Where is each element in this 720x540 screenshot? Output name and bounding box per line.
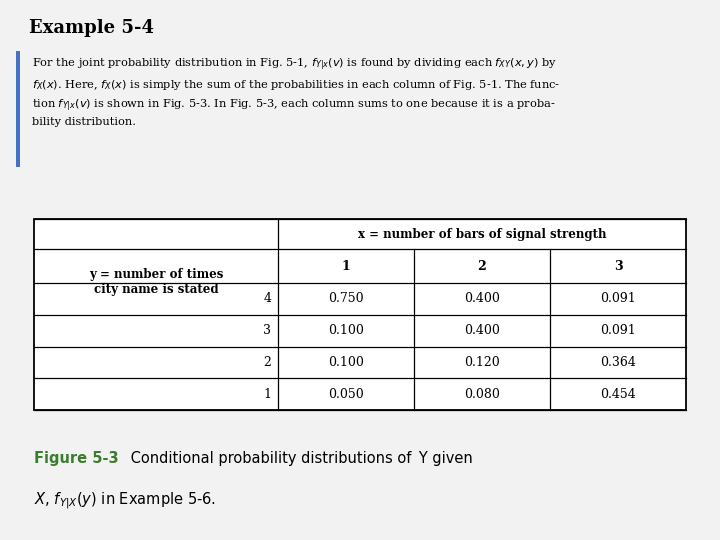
- Text: Conditional probability distributions of  Y given: Conditional probability distributions of…: [126, 451, 473, 466]
- FancyBboxPatch shape: [34, 219, 686, 410]
- Text: 2: 2: [264, 356, 271, 369]
- Text: 0.050: 0.050: [328, 388, 364, 401]
- Text: 0.400: 0.400: [464, 292, 500, 305]
- Text: Figure 5-3: Figure 5-3: [34, 451, 119, 466]
- Text: 3: 3: [613, 260, 622, 273]
- Text: 3: 3: [264, 324, 271, 337]
- Text: Example 5-4: Example 5-4: [29, 19, 154, 37]
- Text: 0.120: 0.120: [464, 356, 500, 369]
- FancyBboxPatch shape: [16, 51, 20, 167]
- Text: 0.364: 0.364: [600, 356, 636, 369]
- Text: 0.080: 0.080: [464, 388, 500, 401]
- Text: 0.100: 0.100: [328, 324, 364, 337]
- Text: For the joint probability distribution in Fig. 5-1, $f_{Y|x}(v)$ is found by div: For the joint probability distribution i…: [32, 57, 560, 127]
- Text: 1: 1: [264, 388, 271, 401]
- Text: 2: 2: [477, 260, 486, 273]
- Text: 0.100: 0.100: [328, 356, 364, 369]
- Text: x = number of bars of signal strength: x = number of bars of signal strength: [358, 227, 606, 240]
- Text: $X$, $f_{Y|X}(y)$ in Example 5-6.: $X$, $f_{Y|X}(y)$ in Example 5-6.: [34, 490, 216, 511]
- Text: 1: 1: [342, 260, 351, 273]
- Text: 0.400: 0.400: [464, 324, 500, 337]
- Text: y = number of times
city name is stated: y = number of times city name is stated: [89, 268, 223, 296]
- Text: 0.091: 0.091: [600, 324, 636, 337]
- Text: 0.091: 0.091: [600, 292, 636, 305]
- Text: 4: 4: [264, 292, 271, 305]
- Text: 0.750: 0.750: [328, 292, 364, 305]
- Text: 0.454: 0.454: [600, 388, 636, 401]
